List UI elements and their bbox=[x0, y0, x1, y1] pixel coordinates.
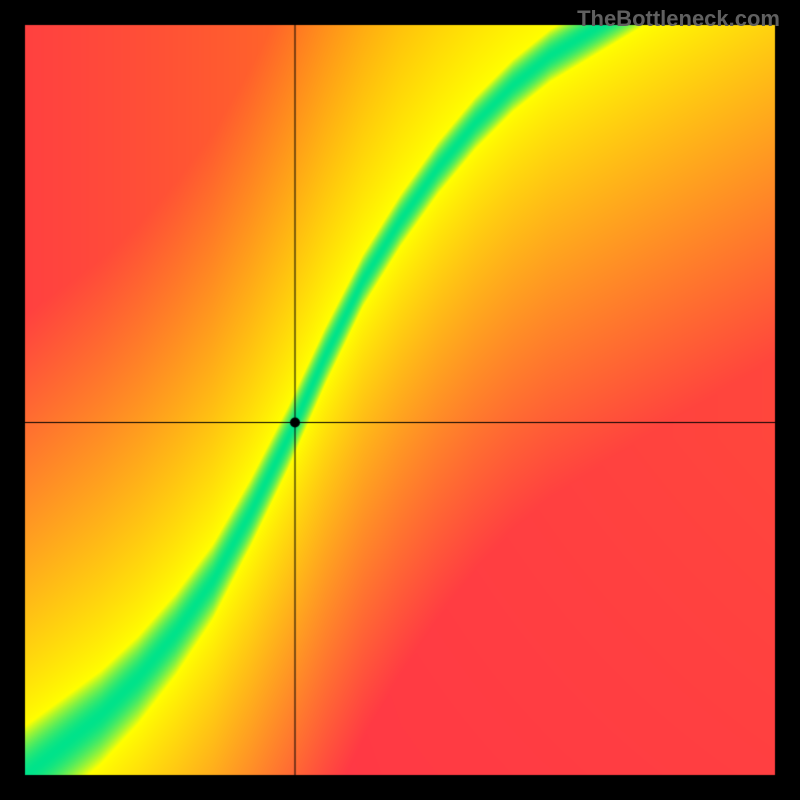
chart-container: TheBottleneck.com bbox=[0, 0, 800, 800]
heatmap-canvas bbox=[0, 0, 800, 800]
watermark-text: TheBottleneck.com bbox=[577, 6, 780, 32]
